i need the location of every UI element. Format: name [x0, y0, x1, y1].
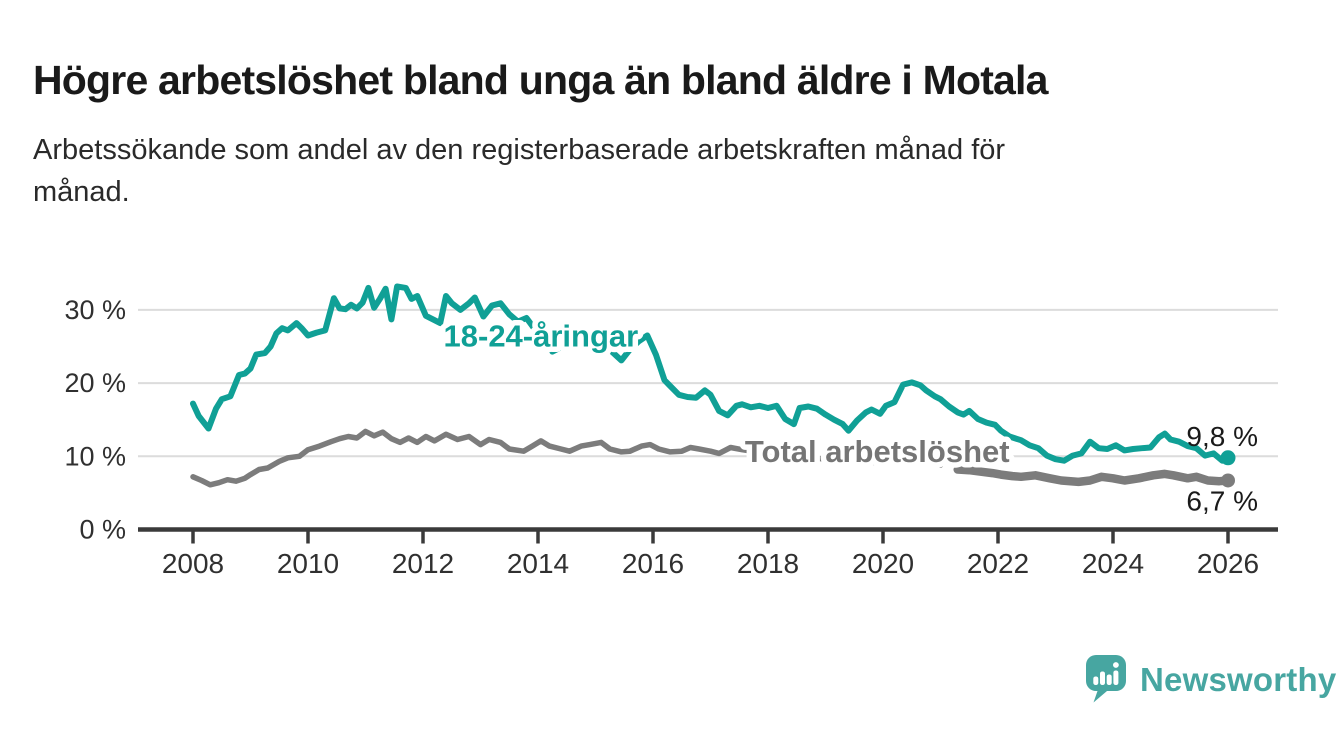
series-end-value-label-1: 6,7 % [1186, 485, 1258, 516]
bar-3 [1106, 674, 1112, 685]
y-tick-label-10: 10 % [64, 441, 126, 471]
exclamation-bar [1113, 670, 1119, 685]
page-title: Högre arbetslöshet bland unga än bland ä… [33, 57, 1048, 104]
newsworthy-brand: Newsworthy [1086, 655, 1336, 705]
x-tick-label-2026: 2026 [1197, 548, 1259, 579]
x-tick-label-2018: 2018 [737, 548, 799, 579]
series-inline-label-1: Total arbetslöshet [745, 434, 1010, 469]
x-tick-label-2010: 2010 [277, 548, 339, 579]
brand-name: Newsworthy [1140, 661, 1337, 698]
x-tick-label-2014: 2014 [507, 548, 569, 579]
bar-2 [1100, 671, 1105, 685]
chart-subtitle: Arbetssökande som andel av den registerb… [33, 129, 1273, 213]
x-tick-label-2016: 2016 [622, 548, 684, 579]
speech-bubble-shape [1086, 655, 1126, 703]
x-tick-label-2024: 2024 [1082, 548, 1144, 579]
series-line-1 [190, 428, 944, 488]
exclamation-dot [1113, 662, 1119, 668]
series-end-value-label-0: 9,8 % [1186, 421, 1258, 452]
chart-subtitle-line-2: månad. [33, 176, 130, 208]
x-tick-label-2020: 2020 [852, 548, 914, 579]
x-tick-label-2022: 2022 [967, 548, 1029, 579]
y-tick-label-20: 20 % [64, 368, 126, 398]
y-tick-label-30: 30 % [64, 295, 126, 325]
x-tick-label-2012: 2012 [392, 548, 454, 579]
series-line-0 [190, 283, 1231, 464]
newsworthy-logo-icon [1086, 655, 1126, 703]
series-end-dot-1 [1221, 473, 1235, 488]
chart-subtitle-line-1: Arbetssökande som andel av den registerb… [33, 134, 1006, 166]
series-end-dot-0 [1220, 450, 1236, 466]
series-line-1-emphasis [953, 465, 1233, 487]
x-tick-label-2008: 2008 [162, 548, 224, 579]
series-inline-label-0: 18-24-åringar [444, 318, 639, 353]
y-tick-label-0: 0 % [79, 515, 126, 545]
bar-1 [1093, 676, 1099, 685]
